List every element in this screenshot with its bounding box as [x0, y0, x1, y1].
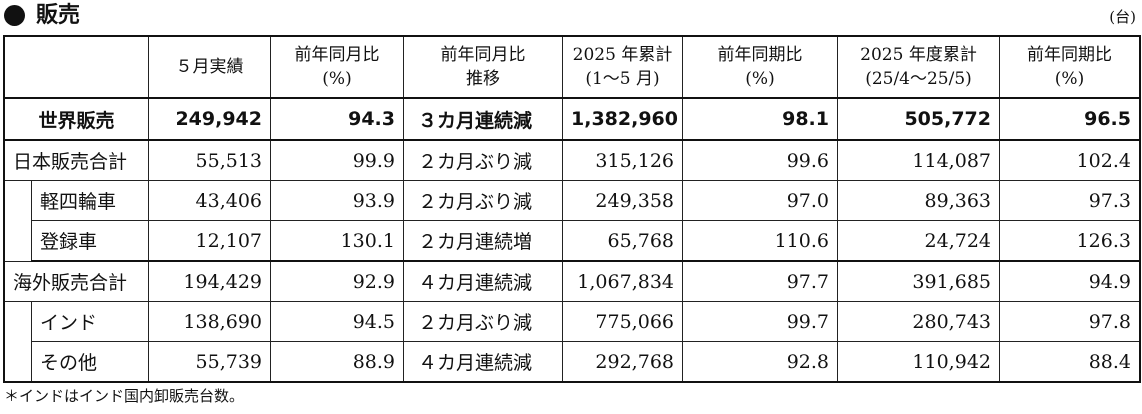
header-text: 前年同月比 (%) — [294, 45, 380, 89]
table-row-overseas-total: 海外販売合計 194,429 92.9 ４カ月連続減 1,067,834 97.… — [4, 260, 1140, 302]
cell-ytd-2025: 65,768 — [562, 220, 683, 262]
cell-yoy-month: 92.9 — [270, 260, 404, 302]
header-text: 前年同期比 (%) — [1027, 45, 1112, 89]
cell-ytd-2025: 775,066 — [562, 301, 683, 342]
header-text: 前年同期比 (%) — [717, 45, 803, 89]
cell-yoy-fy: 94.9 — [999, 260, 1140, 302]
cell-yoy-month: 130.1 — [270, 220, 404, 262]
cell-fy-2025: 280,743 — [837, 301, 1000, 342]
indent-cell — [4, 341, 32, 382]
table-row-kei: 軽四輪車 43,406 93.9 ２カ月ぶり減 249,358 97.0 89,… — [4, 180, 1140, 221]
cell-ytd-2025: 292,768 — [562, 341, 683, 382]
header-cell-label — [4, 36, 149, 99]
cell-yoy-period: 99.7 — [682, 301, 838, 342]
table-header-row: ５月実績 前年同月比 (%) 前年同月比 推移 2025 年累計 (1～5 月)… — [4, 36, 1140, 99]
cell-yoy-fy: 88.4 — [999, 341, 1140, 382]
cell-fy-2025: 24,724 — [837, 220, 1000, 262]
cell-yoy-trend: ２カ月ぶり減 — [403, 139, 563, 181]
cell-yoy-fy: 96.5 — [999, 97, 1140, 141]
cell-yoy-period: 97.0 — [682, 180, 838, 221]
cell-yoy-month: 93.9 — [270, 180, 404, 221]
row-label: 軽四輪車 — [31, 180, 149, 221]
header-cell-fy-2025: 2025 年度累計 (25/4～25/5) — [837, 36, 1000, 99]
cell-fy-2025: 110,942 — [837, 341, 1000, 382]
unit-label: (台) — [1109, 8, 1136, 26]
cell-yoy-trend: ２カ月連続増 — [403, 220, 563, 262]
cell-fy-2025: 505,772 — [837, 97, 1000, 141]
cell-may-actual: 55,739 — [148, 341, 271, 382]
cell-fy-2025: 391,685 — [837, 260, 1000, 302]
header-cell-yoy-trend: 前年同月比 推移 — [403, 36, 563, 99]
cell-may-actual: 194,429 — [148, 260, 271, 302]
row-label: 海外販売合計 — [4, 260, 149, 302]
cell-may-actual: 55,513 — [148, 139, 271, 181]
cell-ytd-2025: 1,067,834 — [562, 260, 683, 302]
cell-yoy-trend: ４カ月連続減 — [403, 341, 563, 382]
section-header: 販売 (台) — [0, 0, 1142, 34]
cell-may-actual: 43,406 — [148, 180, 271, 221]
cell-yoy-trend: ４カ月連続減 — [403, 260, 563, 302]
cell-yoy-fy: 102.4 — [999, 139, 1140, 181]
cell-yoy-fy: 97.3 — [999, 180, 1140, 221]
cell-yoy-period: 110.6 — [682, 220, 838, 262]
row-label: 日本販売合計 — [4, 139, 149, 181]
cell-ytd-2025: 315,126 — [562, 139, 683, 181]
row-label: その他 — [31, 341, 149, 382]
sales-table: ５月実績 前年同月比 (%) 前年同月比 推移 2025 年累計 (1～5 月)… — [3, 35, 1141, 383]
header-text: 2025 年度累計 (25/4～25/5) — [860, 45, 977, 89]
cell-yoy-trend: ２カ月ぶり減 — [403, 301, 563, 342]
indent-cell — [4, 220, 32, 261]
section-title: 販売 — [36, 3, 81, 28]
table-row-world: 世界販売 249,942 94.3 ３カ月連続減 1,382,960 98.1 … — [4, 97, 1140, 141]
cell-yoy-fy: 126.3 — [999, 220, 1140, 262]
cell-fy-2025: 89,363 — [837, 180, 1000, 221]
cell-yoy-month: 88.9 — [270, 341, 404, 382]
bullet-icon — [4, 5, 25, 26]
header-text: 2025 年累計 (1～5 月) — [572, 45, 673, 89]
table-row-india: インド 138,690 94.5 ２カ月ぶり減 775,066 99.7 280… — [4, 301, 1140, 342]
cell-may-actual: 12,107 — [148, 220, 271, 262]
cell-yoy-month: 94.5 — [270, 301, 404, 342]
cell-yoy-period: 92.8 — [682, 341, 838, 382]
header-cell-yoy-month: 前年同月比 (%) — [270, 36, 404, 99]
cell-yoy-period: 97.7 — [682, 260, 838, 302]
cell-yoy-trend: ２カ月ぶり減 — [403, 180, 563, 221]
table-row-others: その他 55,739 88.9 ４カ月連続減 292,768 92.8 110,… — [4, 341, 1140, 382]
header-text: ５月実績 — [175, 57, 244, 77]
table-row-registered: 登録車 12,107 130.1 ２カ月連続増 65,768 110.6 24,… — [4, 220, 1140, 262]
cell-yoy-trend: ３カ月連続減 — [403, 97, 563, 141]
indent-cell — [4, 180, 32, 221]
row-label: 世界販売 — [4, 97, 149, 141]
header-cell-yoy-period: 前年同期比 (%) — [682, 36, 838, 99]
cell-ytd-2025: 1,382,960 — [562, 97, 683, 141]
cell-yoy-period: 98.1 — [682, 97, 838, 141]
cell-may-actual: 138,690 — [148, 301, 271, 342]
cell-yoy-fy: 97.8 — [999, 301, 1140, 342]
header-cell-yoy-fy: 前年同期比 (%) — [999, 36, 1140, 99]
cell-yoy-month: 99.9 — [270, 139, 404, 181]
header-cell-ytd-2025: 2025 年累計 (1～5 月) — [562, 36, 683, 99]
indent-cell — [4, 301, 32, 342]
cell-may-actual: 249,942 — [148, 97, 271, 141]
row-label: インド — [31, 301, 149, 342]
table-row-japan-total: 日本販売合計 55,513 99.9 ２カ月ぶり減 315,126 99.6 1… — [4, 139, 1140, 181]
header-cell-may-actual: ５月実績 — [148, 36, 271, 99]
footnote: ＊インドはインド国内卸販売台数。 — [4, 387, 245, 405]
cell-fy-2025: 114,087 — [837, 139, 1000, 181]
cell-yoy-period: 99.6 — [682, 139, 838, 181]
row-label: 登録車 — [31, 220, 149, 262]
cell-yoy-month: 94.3 — [270, 97, 404, 141]
cell-ytd-2025: 249,358 — [562, 180, 683, 221]
header-text: 前年同月比 推移 — [440, 45, 526, 89]
